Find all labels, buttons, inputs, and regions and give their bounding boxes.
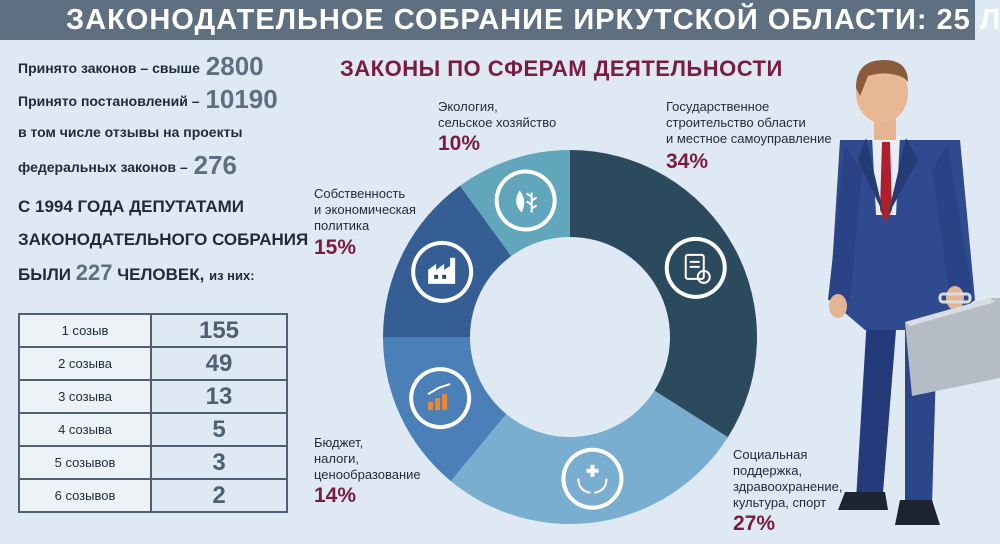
- slice-percent-label: 27%: [733, 512, 776, 535]
- deputies-suffix: ЧЕЛОВЕК,: [117, 265, 205, 284]
- convocation-value: 2: [150, 478, 288, 513]
- convocation-label: 5 созывов: [18, 445, 152, 480]
- convocations-table: 1 созыв 155 2 созыва 49 3 созыва 13 4 созыва 5 5…: [18, 313, 288, 513]
- deputies-line2: ЗАКОНОДАТЕЛЬНОГО СОБРАНИЯ: [18, 230, 309, 249]
- slice-percent-label: 34%: [666, 150, 709, 173]
- page-title: ЗАКОНОДАТЕЛЬНОЕ СОБРАНИЕ ИРКУТСКОЙ ОБЛАС…: [66, 4, 1000, 36]
- deputies-total: 227: [75, 260, 113, 285]
- convocation-label: 3 созыва: [18, 379, 152, 414]
- convocation-value: 3: [150, 445, 288, 480]
- convocation-label: 6 созывов: [18, 478, 152, 513]
- table-row: 2 созыва 49: [18, 346, 288, 381]
- factory-icon: [411, 240, 474, 303]
- chart-title: ЗАКОНЫ ПО СФЕРАМ ДЕЯТЕЛЬНОСТИ: [340, 56, 783, 81]
- deputies-small: из них:: [209, 268, 255, 283]
- slice-percent-label: 10%: [438, 132, 481, 155]
- resolutions-stat: Принято постановлений – 10190: [18, 83, 308, 116]
- slice-percent-label: 15%: [314, 236, 357, 259]
- reviews-label: федеральных законов –: [18, 159, 188, 175]
- convocation-value: 155: [150, 313, 288, 348]
- table-row: 1 созыв 155: [18, 313, 288, 348]
- deputies-prefix: БЫЛИ: [18, 265, 72, 284]
- table-row: 3 созыва 13: [18, 379, 288, 414]
- table-row: 5 созывов 3: [18, 445, 288, 480]
- convocation-label: 2 созыва: [18, 346, 152, 381]
- convocation-value: 49: [150, 346, 288, 381]
- deputies-line3: БЫЛИ 227 ЧЕЛОВЕК, из них:: [18, 256, 308, 292]
- table-row: 6 созывов 2: [18, 478, 288, 513]
- laws-label: Принято законов – свыше: [18, 60, 200, 76]
- convocation-label: 1 созыв: [18, 313, 152, 348]
- pie-slice: [570, 150, 758, 438]
- resolutions-label: Принято постановлений –: [18, 93, 200, 109]
- convocation-value: 5: [150, 412, 288, 447]
- reviews-value: 276: [193, 150, 237, 180]
- growth-chart-icon: [409, 367, 472, 430]
- laws-stat: Принято законов – свыше 2800: [18, 50, 308, 83]
- plant-sprinkler-icon: [494, 169, 557, 232]
- slice-percent-label: 14%: [314, 484, 357, 507]
- banner: [0, 0, 975, 40]
- resolutions-value: 10190: [205, 84, 278, 114]
- slice-label: Собственность и экономическая политика: [314, 186, 416, 233]
- slice-label: Государственное строительство области и ме…: [666, 99, 832, 146]
- document-check-icon: [664, 236, 727, 299]
- convocation-label: 4 созыва: [18, 412, 152, 447]
- table-row: 4 созыва 5: [18, 412, 288, 447]
- reviews-line1: в том числе отзывы на проекты: [18, 124, 243, 140]
- health-hands-icon: [561, 447, 624, 510]
- laws-value: 2800: [205, 51, 264, 81]
- convocation-value: 13: [150, 379, 288, 414]
- deputies-line1: С 1994 ГОДА ДЕПУТАТАМИ: [18, 197, 245, 216]
- slice-label: Бюджет, налоги, ценообразование: [314, 435, 421, 482]
- slice-label: Социальная поддержка, здравоохранение, куль…: [733, 447, 843, 510]
- reviews-stat: федеральных законов – 276: [18, 149, 308, 182]
- stats-block: Принято законов – свыше 2800 Принято пос…: [18, 50, 308, 292]
- slice-label: Экология, сельское хозяйство: [438, 99, 557, 130]
